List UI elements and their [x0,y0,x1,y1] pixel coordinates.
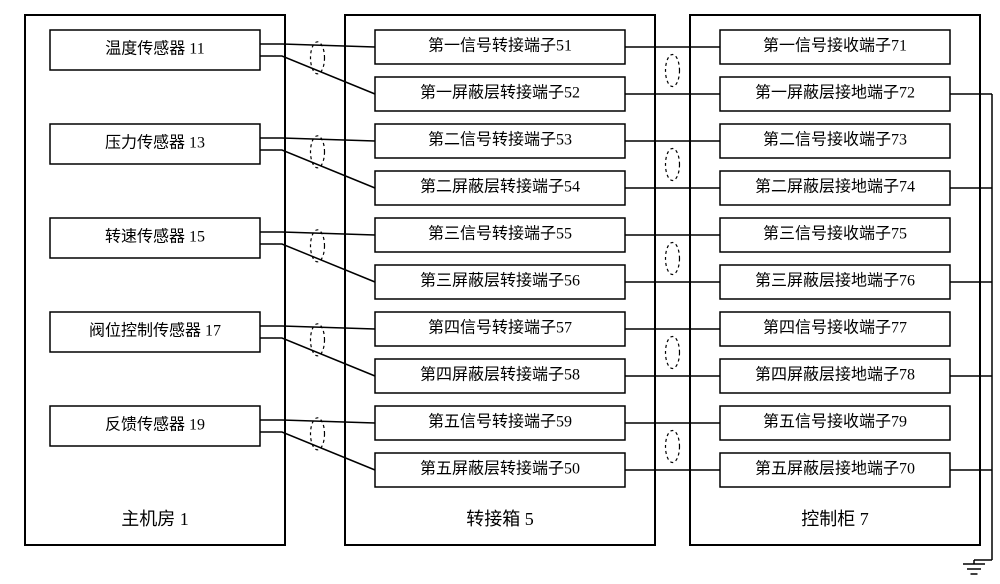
junction-shd4-label: 第四屏蔽层转接端子58 [420,366,580,384]
junction-sig1-label: 第一信号转接端子51 [428,37,572,55]
wiring-diagram: 主机房 1 转接箱 5 控制柜 7 温度传感器 11 压力传感器 13 转速传感器 15 阀… [0,0,1000,584]
cable-s2-sig [260,138,375,141]
room-title: 主机房 1 [121,509,189,529]
junction-sig3-label: 第三信号转接端子55 [428,225,572,243]
cable-s4-shd [260,338,375,376]
cabinet-recv4-label: 第四信号接收端子77 [763,319,907,337]
junction-shd1-label: 第一屏蔽层转接端子52 [420,84,580,102]
cabinet-gnd5-label: 第五屏蔽层接地端子70 [755,460,915,478]
speed-sensor-label: 转速传感器 15 [105,228,205,246]
cabinet-recv1-label: 第一信号接收端子71 [763,37,907,55]
cable-s3-sig [260,232,375,235]
cabinet-gnd1-label: 第一屏蔽层接地端子72 [755,84,915,102]
cable-s4-sig [260,326,375,329]
junction-sig2-label: 第二信号转接端子53 [428,131,572,149]
cabinet-gnd4-label: 第四屏蔽层接地端子78 [755,366,915,384]
junction-shd2-label: 第二屏蔽层转接端子54 [420,178,580,196]
cabinet-title: 控制柜 7 [801,509,869,529]
junction-sig4-label: 第四信号转接端子57 [428,319,572,337]
cable-s1-shd [260,56,375,94]
cable-s1-sig [260,44,375,47]
cabinet-recv3-label: 第三信号接收端子75 [763,225,907,243]
cable-s3-shd [260,244,375,282]
junction-title: 转接箱 5 [466,509,534,529]
junction-shd3-label: 第三屏蔽层转接端子56 [420,272,580,290]
shield-ellipse [666,337,680,369]
pressure-sensor-label: 压力传感器 13 [105,134,205,152]
valve-sensor-label: 阀位控制传感器 17 [89,322,221,340]
shield-ellipse [311,42,325,74]
shield-ellipse [311,136,325,168]
temp-sensor-label: 温度传感器 11 [105,40,204,58]
cable-s5-sig [260,420,375,423]
junction-shd5-label: 第五屏蔽层转接端子50 [420,460,580,478]
shield-ellipse [311,230,325,262]
shield-ellipse [666,431,680,463]
cable-s2-shd [260,150,375,188]
shield-ellipse [311,324,325,356]
cable-s5-shd [260,432,375,470]
shield-ellipse [666,149,680,181]
shield-ellipse [666,55,680,87]
room-frame [25,15,285,545]
cabinet-recv2-label: 第二信号接收端子73 [763,131,907,149]
junction-sig5-label: 第五信号转接端子59 [428,413,572,431]
cabinet-gnd3-label: 第三屏蔽层接地端子76 [755,272,915,290]
feedback-sensor-label: 反馈传感器 19 [105,416,205,434]
shield-ellipse [311,418,325,450]
cabinet-gnd2-label: 第二屏蔽层接地端子74 [755,178,915,196]
cabinet-recv5-label: 第五信号接收端子79 [763,413,907,431]
shield-ellipse [666,243,680,275]
